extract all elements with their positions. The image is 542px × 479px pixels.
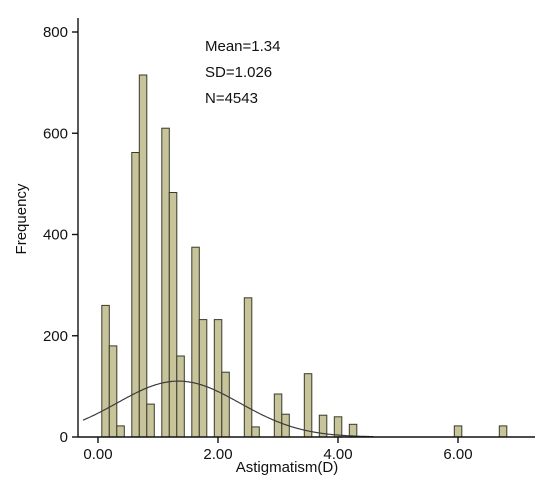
x-tick-label: 6.00: [443, 446, 472, 463]
histogram-bar: [243, 297, 253, 438]
ticks-layer: 0 200 400 600 800 0.00 2.00 4.00 6.00: [43, 24, 473, 463]
histogram-bar: [108, 345, 118, 438]
axes-layer: [77, 18, 535, 438]
y-tick-label: 400: [43, 227, 68, 244]
y-tick-label: 600: [43, 125, 68, 142]
histogram-bar: [191, 246, 200, 438]
mean-annotation: Mean=1.34: [205, 38, 280, 55]
histogram-bar: [251, 426, 260, 438]
sd-annotation: SD=1.026: [205, 64, 272, 81]
histogram-bar: [198, 319, 208, 438]
histogram-bar: [176, 355, 185, 438]
y-tick-label: 200: [43, 328, 68, 345]
histogram-bar: [101, 304, 110, 438]
histogram-bar: [453, 425, 463, 438]
histogram-bar: [303, 373, 313, 438]
histogram-bar: [168, 192, 178, 438]
histogram-bar: [273, 393, 283, 438]
histogram-bar: [116, 425, 125, 438]
n-annotation: N=4543: [205, 90, 258, 107]
normal-curve: [82, 380, 374, 438]
bars-layer: [101, 74, 508, 438]
x-axis-title: Astigmatism(D): [236, 459, 339, 476]
x-tick-label: 0.00: [83, 446, 112, 463]
y-axis-title: Frequency: [13, 183, 30, 254]
x-tick-label: 4.00: [323, 446, 352, 463]
histogram-bar: [213, 319, 223, 438]
histogram-bar: [146, 403, 155, 438]
y-tick-label: 0: [60, 429, 68, 446]
histogram-bar: [161, 127, 170, 438]
histogram-bar: [348, 423, 358, 438]
histogram-bar: [333, 416, 343, 438]
x-tick-label: 2.00: [203, 446, 232, 463]
histogram-bar: [498, 425, 508, 438]
y-tick-label: 800: [43, 24, 68, 41]
histogram-bar: [221, 371, 230, 438]
histogram-bar: [138, 74, 148, 438]
